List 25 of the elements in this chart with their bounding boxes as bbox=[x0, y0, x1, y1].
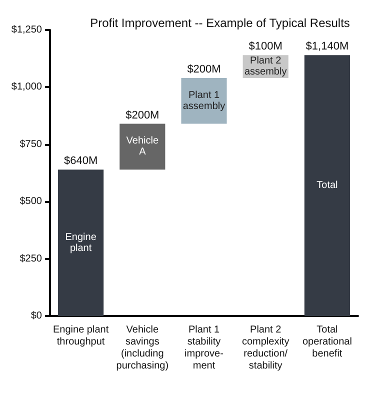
x-tick-label: Total operational benefit bbox=[302, 324, 352, 360]
y-tick-label: $500 bbox=[20, 196, 42, 208]
annotation: Total bbox=[316, 180, 338, 192]
bar bbox=[120, 124, 166, 170]
annotation: Plant 2 assembly bbox=[244, 56, 287, 78]
data-label: $200M bbox=[126, 109, 160, 122]
x-tick-label: Plant 2 complexity reduction/ stability bbox=[242, 324, 290, 372]
data-label: $100M bbox=[248, 40, 282, 53]
data-label: $640M bbox=[64, 155, 98, 168]
y-tick-label: $1,000 bbox=[11, 82, 42, 93]
annotation: Vehicle A bbox=[126, 136, 159, 158]
annotation: Engine plant bbox=[65, 232, 97, 254]
data-label: $200M bbox=[187, 64, 221, 76]
y-tick-label: $0 bbox=[30, 310, 42, 322]
data-label: $1,140M bbox=[306, 40, 349, 53]
x-tick-label: Plant 1 stability improve- ment bbox=[184, 324, 224, 372]
x-tick-label: Engine plant throughput bbox=[52, 324, 109, 348]
bar bbox=[58, 170, 104, 316]
y-tick-label: $250 bbox=[20, 253, 42, 264]
y-tick-label: $750 bbox=[20, 138, 42, 150]
bar bbox=[304, 55, 350, 316]
annotation: Plant 1 assembly bbox=[182, 90, 226, 112]
chart-title: Profit Improvement -- Example of Typical Results bbox=[90, 16, 350, 30]
x-tick-label: Vehicle savings (including purchasing) bbox=[116, 324, 169, 372]
y-tick-label: $1,250 bbox=[11, 24, 42, 36]
